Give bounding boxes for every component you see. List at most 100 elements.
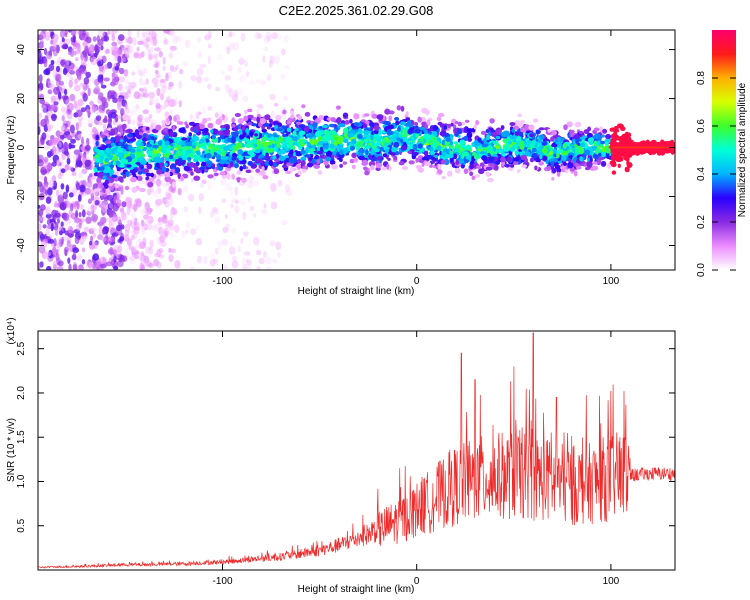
heatmap-cell — [64, 164, 70, 171]
heatmap-cell — [441, 151, 447, 158]
heatmap-cell — [297, 170, 302, 176]
heatmap-cell — [351, 152, 357, 159]
heatmap-cell — [123, 150, 129, 155]
heatmap-cell — [423, 150, 429, 156]
heatmap-cell — [358, 127, 362, 134]
heatmap-cell — [145, 42, 149, 52]
heatmap-cell — [154, 97, 159, 106]
heatmap-cell — [387, 124, 394, 130]
heatmap-cell — [393, 141, 400, 148]
heatmap-cell — [203, 77, 209, 82]
heatmap-cell — [124, 50, 129, 58]
heatmap-cell — [72, 188, 78, 195]
heatmap-cell — [185, 141, 193, 147]
spectrogram-heatmap — [38, 30, 675, 270]
heatmap-cell — [255, 158, 263, 164]
heatmap-cell — [207, 43, 212, 49]
heatmap-cell — [79, 82, 86, 88]
x-tick-label: -100 — [212, 276, 232, 287]
heatmap-cell — [132, 203, 138, 211]
heatmap-cell — [170, 99, 177, 107]
heatmap-cell — [77, 99, 84, 106]
heatmap-cell — [109, 220, 113, 230]
heatmap-cell — [136, 46, 140, 52]
heatmap-cell — [154, 70, 159, 75]
heatmap-cell — [110, 111, 117, 119]
heatmap-cell — [72, 251, 76, 260]
heatmap-cell — [145, 172, 152, 177]
heatmap-cell — [172, 35, 179, 44]
heatmap-cell — [68, 142, 72, 150]
heatmap-cell — [76, 222, 82, 231]
heatmap-cell — [119, 91, 125, 97]
heatmap-cell — [176, 145, 182, 150]
heatmap-cell — [143, 223, 148, 231]
heatmap-cell — [77, 30, 83, 36]
heatmap-cell — [63, 142, 69, 152]
heatmap-cell — [212, 208, 219, 215]
heatmap-cell — [204, 139, 210, 144]
heatmap-cell — [261, 208, 268, 215]
heatmap-cell — [119, 236, 125, 242]
heatmap-cell — [117, 147, 123, 153]
heatmap-cell — [147, 215, 154, 224]
heatmap-cell — [43, 176, 48, 186]
heatmap-cell — [178, 142, 183, 146]
snr-multiplier: (x10⁴) — [6, 317, 17, 344]
heatmap-cell — [424, 161, 432, 166]
spectrogram-x-label: Height of straight line (km) — [298, 286, 415, 297]
heatmap-cell — [112, 245, 120, 254]
heatmap-cell — [298, 130, 306, 136]
heatmap-cell — [220, 125, 225, 129]
heatmap-cell — [620, 126, 626, 131]
figure-title: C2E2.2025.361.02.29.G08 — [279, 3, 434, 18]
heatmap-cell — [190, 266, 195, 270]
heatmap-cell — [126, 206, 131, 216]
heatmap-cell — [162, 56, 166, 65]
heatmap-cell — [91, 262, 97, 270]
heatmap-cell — [342, 161, 347, 165]
heatmap-cell — [290, 110, 295, 115]
heatmap-cell — [78, 154, 82, 162]
heatmap-cell — [66, 134, 73, 141]
heatmap-cell — [158, 198, 162, 204]
heatmap-cell — [80, 203, 84, 210]
heatmap-cell — [283, 35, 289, 43]
heatmap-cell — [247, 150, 255, 156]
heatmap-cell — [97, 60, 102, 67]
heatmap-cell — [452, 153, 458, 160]
heatmap-cell — [108, 203, 114, 209]
snr-y-label: SNR (10 * v/v) — [6, 418, 17, 482]
heatmap-cell — [121, 123, 127, 130]
heatmap-cell — [107, 30, 111, 36]
heatmap-cell — [179, 68, 184, 75]
heatmap-cell — [422, 138, 427, 144]
heatmap-cell — [166, 227, 173, 233]
heatmap-cell — [61, 95, 69, 100]
heatmap-cell — [136, 148, 141, 153]
heatmap-cell — [182, 61, 189, 67]
heatmap-cell — [323, 144, 329, 150]
heatmap-cell — [42, 107, 49, 113]
heatmap-cell — [55, 130, 61, 138]
heatmap-cell — [38, 118, 41, 124]
heatmap-cell — [512, 144, 518, 149]
heatmap-cell — [52, 137, 60, 146]
heatmap-cell — [199, 63, 207, 68]
heatmap-cell — [259, 170, 266, 176]
heatmap-cell — [242, 263, 248, 270]
heatmap-cell — [147, 150, 153, 156]
heatmap-cell — [178, 100, 182, 108]
heatmap-cell — [265, 256, 272, 265]
heatmap-cell — [296, 133, 301, 140]
heatmap-cell — [465, 144, 472, 151]
heatmap-cell — [90, 56, 98, 66]
heatmap-cell — [276, 143, 281, 148]
heatmap-cell — [231, 255, 238, 262]
heatmap-cell — [199, 157, 204, 163]
heatmap-cell — [384, 148, 390, 153]
heatmap-cell — [411, 155, 416, 160]
heatmap-cell — [119, 139, 124, 143]
heatmap-cell — [479, 140, 484, 144]
